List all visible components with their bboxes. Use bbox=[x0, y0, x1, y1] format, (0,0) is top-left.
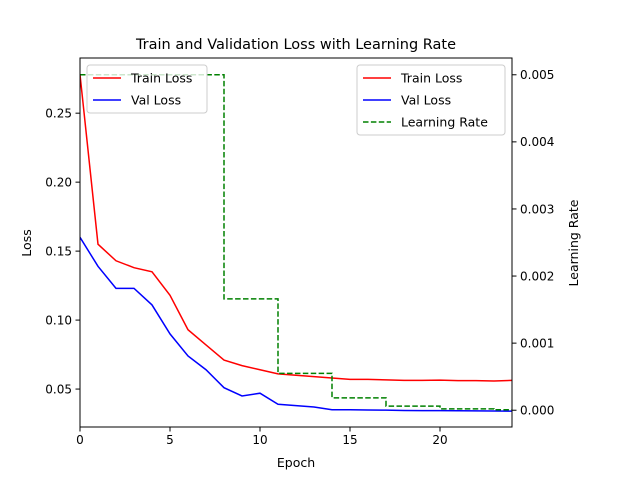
legend-label-train-loss: Train Loss bbox=[400, 71, 462, 86]
x-axis-label: Epoch bbox=[277, 455, 315, 470]
y2-tick-label: 0.000 bbox=[520, 404, 554, 418]
y2-tick-label: 0.003 bbox=[520, 202, 554, 216]
y2-tick-label: 0.001 bbox=[520, 336, 554, 350]
legend-box bbox=[356, 64, 506, 136]
x-tick-label: 20 bbox=[432, 433, 447, 447]
chart-title: Train and Validation Loss with Learning … bbox=[135, 37, 456, 53]
axes-frame bbox=[79, 57, 513, 428]
y2-tick-label: 0.005 bbox=[520, 68, 554, 82]
y-tick-label: 0.10 bbox=[45, 313, 72, 327]
y2-axis-ticks: 0.000 0.001 0.002 0.003 0.004 0.005 bbox=[512, 68, 554, 418]
x-tick-label: 15 bbox=[342, 433, 357, 447]
legend-right: Train Loss Val Loss Learning Rate bbox=[356, 64, 506, 136]
y2-axis-label: Learning Rate bbox=[566, 199, 581, 286]
y-tick-label: 0.20 bbox=[45, 175, 72, 189]
x-tick-label: 0 bbox=[76, 433, 84, 447]
legend-left: Train Loss Val Loss bbox=[86, 64, 208, 114]
x-tick-label: 10 bbox=[252, 433, 267, 447]
y-axis-label: Loss bbox=[19, 229, 34, 256]
y-axis-ticks: 0.05 0.10 0.15 0.20 0.25 bbox=[45, 106, 80, 396]
legend-label-val-loss: Val Loss bbox=[401, 93, 451, 108]
legend-label-learning-rate: Learning Rate bbox=[401, 115, 488, 130]
y2-tick-label: 0.002 bbox=[520, 269, 554, 283]
y2-tick-label: 0.004 bbox=[520, 135, 554, 149]
legend-box bbox=[86, 64, 208, 114]
x-axis-ticks: 0 5 10 15 20 bbox=[76, 427, 448, 447]
series-line-train-loss bbox=[80, 74, 512, 382]
legend-label-val-loss: Val Loss bbox=[131, 93, 181, 108]
x-tick-label: 5 bbox=[166, 433, 174, 447]
y-tick-label: 0.05 bbox=[45, 382, 72, 396]
legend-label-train-loss: Train Loss bbox=[130, 71, 192, 86]
y-tick-label: 0.25 bbox=[45, 106, 72, 120]
y-tick-label: 0.15 bbox=[45, 244, 72, 258]
series-line-val-loss bbox=[80, 236, 512, 412]
